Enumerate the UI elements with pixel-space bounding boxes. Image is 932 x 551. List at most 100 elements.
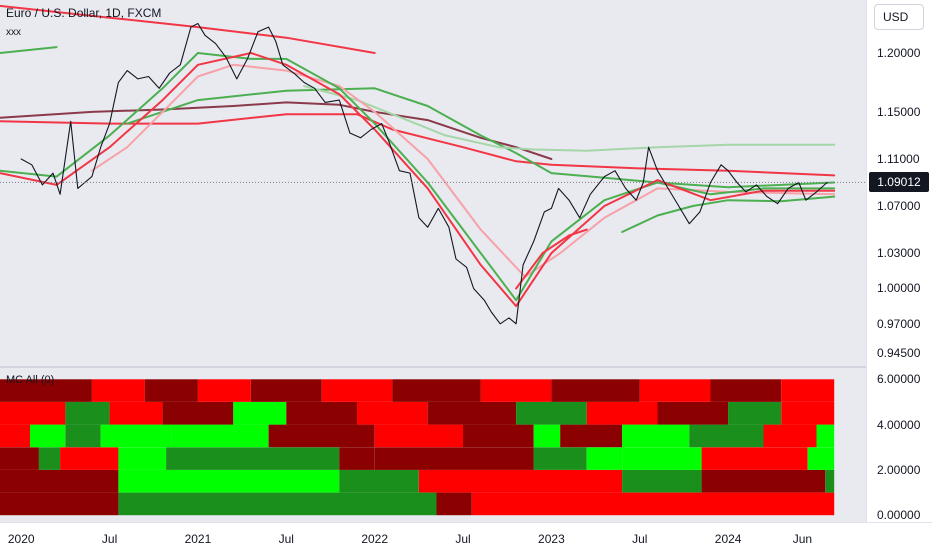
heatmap-cell <box>781 402 835 425</box>
heatmap-cell <box>65 424 101 448</box>
heatmap-cell <box>639 379 711 402</box>
heatmap-cell <box>710 379 782 402</box>
time-axis[interactable]: 2020 Jul 2021 Jul 2022 Jul 2023 Jul 2024 Jun <box>0 522 866 551</box>
heatmap-cell <box>65 402 110 425</box>
price-line <box>20 22 828 325</box>
oscillator-legend-title[interactable]: MC All (0) <box>6 374 55 386</box>
heatmap-cell <box>622 447 702 470</box>
heatmap-cell <box>392 379 481 402</box>
heatmap-cell <box>0 424 30 448</box>
heatmap-cell <box>701 469 826 493</box>
heatmap-cell <box>463 424 534 448</box>
heatmap-cell <box>763 424 817 448</box>
heatmap-cell <box>233 402 287 425</box>
heatmap-cell <box>118 492 437 516</box>
maroon-ma <box>0 101 553 160</box>
heatmap-cell <box>533 424 561 448</box>
pane-separator[interactable] <box>0 366 866 368</box>
price-chart[interactable] <box>0 0 866 365</box>
heatmap-cell <box>816 424 835 448</box>
heatmap-cell <box>109 402 163 425</box>
heatmap-cell <box>427 402 517 425</box>
heatmap-cell <box>807 447 835 470</box>
heatmap-cell <box>321 379 393 402</box>
chart-legend-indicator[interactable]: xxx <box>6 27 21 38</box>
heatmap-cell <box>701 447 808 470</box>
heatmap-cell <box>357 402 428 425</box>
price-tick-label: 1.07000 <box>877 199 921 214</box>
heatmap-cell <box>586 402 658 425</box>
heatmap-cell <box>118 469 340 493</box>
heatmap-cell <box>781 379 835 402</box>
heatmap-cell <box>471 492 835 516</box>
heatmap-cell <box>268 424 375 448</box>
price-tick-label: 1.20000 <box>877 45 921 60</box>
heatmap-cell <box>689 424 764 448</box>
time-tick-label: 2023 <box>538 532 565 546</box>
heatmap-cell <box>118 447 167 470</box>
heatmap-cell <box>286 402 357 425</box>
time-tick-label: 2024 <box>714 532 742 546</box>
time-tick-label: Jul <box>632 532 648 546</box>
top-green-line <box>0 46 58 54</box>
heatmap-cell <box>586 447 623 470</box>
heatmap-cell <box>0 492 119 516</box>
heatmap-cell <box>418 469 623 493</box>
heatmap-cell <box>166 447 340 470</box>
price-tick-label: 1.03000 <box>877 246 921 261</box>
heatmap-cell <box>825 469 835 493</box>
osc-tick-label: 0.00000 <box>877 508 921 523</box>
heatmap-cell <box>0 447 39 470</box>
heatmap-cell <box>60 447 119 470</box>
heatmap-cell <box>339 469 419 493</box>
heatmap-cell <box>516 402 587 425</box>
heatmap-cell <box>339 447 375 470</box>
heatmap-cell <box>657 402 729 425</box>
price-tick-label: 0.97000 <box>877 316 921 331</box>
heatmap-cell <box>533 447 587 470</box>
heatmap-cell <box>144 379 198 402</box>
heatmap-cell <box>162 402 234 425</box>
heatmap-cell <box>0 379 92 402</box>
heatmap-cell <box>0 402 66 425</box>
short-red-ma <box>515 228 588 290</box>
heatmap-cell <box>374 424 464 448</box>
heatmap-cell <box>480 379 552 402</box>
heatmap-cell <box>0 469 119 493</box>
osc-tick-label: 2.00000 <box>877 462 921 477</box>
time-tick-label: 2020 <box>7 532 35 546</box>
currency-button[interactable]: USD <box>874 4 924 30</box>
osc-tick-label: 6.00000 <box>877 372 921 387</box>
heatmap-cell <box>30 424 66 448</box>
time-tick-label: 2021 <box>184 532 212 546</box>
short-green-ma <box>621 195 836 233</box>
heatmap-cell <box>91 379 145 402</box>
last-price-label: 1.09012 <box>869 172 929 193</box>
oscillator-chart[interactable] <box>0 368 866 522</box>
light-green-ma <box>303 85 836 152</box>
fast-red-ma <box>0 52 836 308</box>
heatmap-cell <box>436 492 472 516</box>
heatmap-cell <box>197 379 251 402</box>
chart-legend-title[interactable]: Euro / U.S. Dollar, 1D, FXCM <box>6 6 162 20</box>
price-scale[interactable]: 1.20000 1.15000 1.11000 1.07000 1.03000 1.000… <box>866 0 932 550</box>
heatmap-cell <box>374 447 534 470</box>
time-tick-label: Jun <box>792 532 813 546</box>
heatmap-cell <box>251 379 322 402</box>
heatmap-cell <box>728 402 782 425</box>
time-tick-label: 2022 <box>361 532 389 546</box>
price-tick-label: 1.15000 <box>877 104 921 119</box>
heatmap-cell <box>622 469 702 493</box>
heatmap-cell <box>622 424 690 448</box>
time-tick-label: Jul <box>101 532 118 546</box>
light-red-ma <box>90 63 836 278</box>
price-tick-label: 1.00000 <box>877 281 921 296</box>
heatmap-cell <box>560 424 623 448</box>
long-red-ma <box>0 113 836 177</box>
time-tick-label: Jul <box>278 532 294 546</box>
price-tick-label: 0.94500 <box>877 346 921 361</box>
heatmap-cell <box>100 424 172 448</box>
osc-tick-label: 4.00000 <box>877 417 921 432</box>
heatmap-cell <box>38 447 61 470</box>
price-tick-label: 1.11000 <box>877 151 920 166</box>
